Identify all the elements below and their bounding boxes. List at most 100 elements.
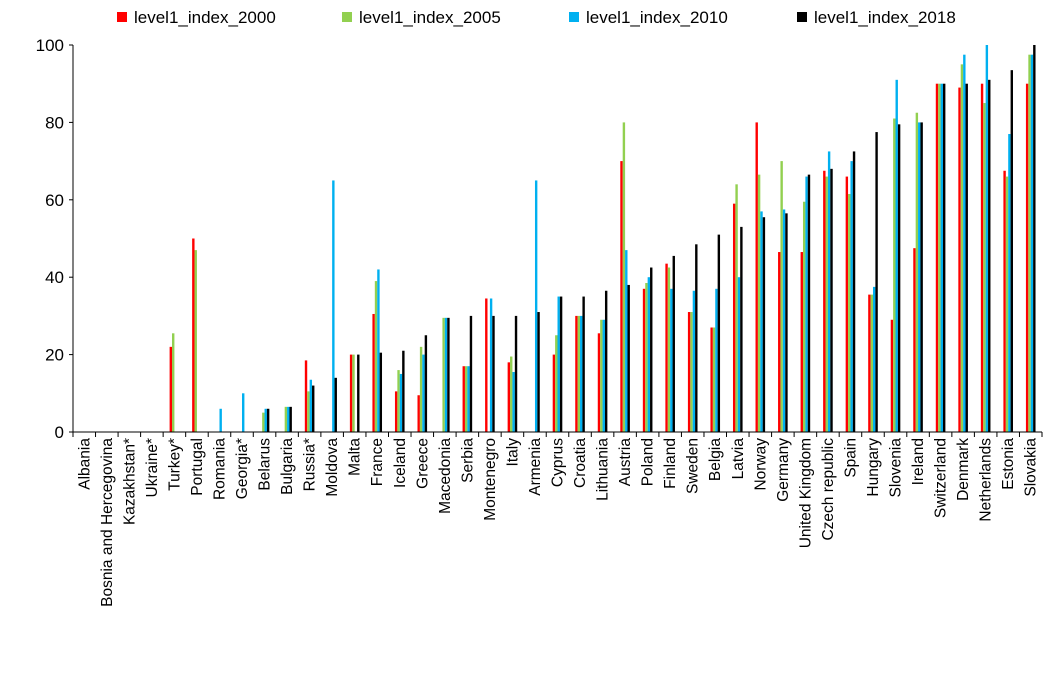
x-category-label: Sweden [685,438,702,494]
x-category-label: Romania [211,438,228,500]
bar-level1_index_2010-10 [309,379,313,432]
bar-level1_index_2000-37 [913,248,916,432]
x-category-label: United Kingdom [797,438,814,548]
bar-level1_index_2000-10 [304,360,308,432]
bar-level1_index_2010-28 [715,288,718,432]
bar-level1_index_2000-38 [935,83,939,432]
x-category-label: Macedonia [437,438,454,514]
bar-level1_index_2000-34 [845,176,849,432]
bar-level1_index_2018-27 [695,244,698,432]
bar-level1_index_2000-13 [372,313,375,432]
bar-level1_index_2010-17 [467,366,470,432]
bar-level1_index_2005-8 [262,412,265,432]
bar-level1_index_2010-18 [489,298,493,432]
x-category-label: Finland [662,438,679,489]
bar-level1_index_2005-13 [374,281,378,432]
bar-level1_index_2018-23 [604,290,608,432]
bar-level1_index_2018-10 [312,385,315,432]
y-tick-label: 80 [45,113,64,132]
bar-level1_index_2010-30 [760,211,763,432]
bar-level1_index_2018-14 [402,350,405,432]
bar-level1_index_2010-40 [985,45,989,432]
bar-level1_index_2005-5 [194,250,197,432]
bar-level1_index_2005-15 [419,346,423,432]
x-category-label: Estonia [1000,438,1017,490]
bar-level1_index_2005-38 [938,83,941,432]
x-category-label: Armenia [527,438,544,496]
bar-level1_index_2005-42 [1028,54,1031,433]
legend: level1_index_2000 level1_index_2005 level1… [117,8,956,27]
x-category-label: Turkey* [166,438,183,491]
bar-level1_index_2000-12 [349,354,353,432]
bar-level1_index_2010-31 [782,209,786,432]
bar-level1_index_2005-21 [555,335,558,432]
bar-level1_index_2005-34 [848,194,851,432]
bar-level1_index_2005-25 [645,283,648,432]
x-category-label: Belarus [257,438,274,491]
bar-level1_index_2005-19 [510,356,513,432]
x-category-label: Portugal [189,438,206,496]
bar-level1_index_2018-25 [650,267,653,432]
bar-level1_index_2005-22 [577,315,581,432]
bar-level1_index_2005-24 [622,122,626,433]
bar-level1_index_2010-32 [805,176,808,432]
bar-level1_index_2005-30 [757,174,761,432]
bar-level1_index_2000-21 [552,354,556,432]
bar-level1_index_2010-24 [625,250,628,432]
bar-level1_index_2018-30 [762,217,766,432]
bar-level1_index_2018-41 [1010,70,1013,433]
bar-level1_index_2010-42 [1030,54,1034,433]
bar-level1_index_2018-18 [492,315,495,432]
x-category-label: Norway [752,438,769,491]
x-category-label: Germany [775,438,792,502]
bar-level1_index_2018-34 [852,151,856,432]
bar-level1_index_2010-25 [647,277,651,432]
bar-level1_index_2005-10 [307,391,310,432]
x-category-label: Kazakhstan* [121,438,138,525]
x-category-label: Poland [640,438,657,486]
x-category-label: Bulgaria [279,438,296,495]
bar-level1_index_2000-5 [192,238,195,432]
bar-level1_index_2010-27 [692,290,696,432]
bar-level1_index_2000-41 [1003,170,1006,432]
bar-level1_index_2010-20 [534,180,538,432]
y-tick-label: 20 [45,346,64,365]
bar-level1_index_2005-32 [802,201,806,432]
x-category-label: Spain [842,438,859,478]
x-category-label: Denmark [955,438,972,501]
y-tick-label: 40 [45,268,64,287]
bar-level1_index_2000-28 [710,327,713,432]
x-category-label: Serbia [459,438,476,483]
bar-level1_index_2018-20 [537,312,540,432]
bar-level1_index_2000-40 [980,83,984,432]
y-tick-label: 100 [36,36,64,55]
x-category-label: Russia* [302,438,319,491]
bar-level1_index_2000-42 [1025,83,1029,432]
bar-level1_index_2000-31 [778,252,781,432]
x-category-label: Montenegro [482,438,499,521]
bar-level1_index_2010-13 [377,269,380,432]
y-tick-label: 60 [45,191,64,210]
bar-level1_index_2010-21 [557,296,560,432]
legend-swatch-2 [569,12,579,22]
legend-label-2: level1_index_2010 [586,8,728,27]
bar-level1_index_2005-39 [960,64,964,432]
bar-level1_index_2010-34 [850,161,853,432]
bar-level1_index_2018-17 [469,315,473,432]
bar-level1_index_2005-29 [735,184,738,432]
bar-level1_index_2005-14 [397,370,400,432]
x-category-label: Slovenia [888,438,905,498]
bar-level1_index_2000-15 [417,395,420,432]
bar-level1_index_2018-28 [717,234,721,432]
bar-level1_index_2018-22 [582,296,585,432]
bar-level1_index_2018-13 [379,352,383,432]
bar-level1_index_2005-41 [1005,176,1009,432]
bar-level1_index_2010-23 [602,319,605,432]
bar-level1_index_2010-41 [1008,134,1011,432]
bar-level1_index_2005-4 [172,333,175,432]
bar-level1_index_2005-12 [352,354,355,432]
bar-level1_index_2018-24 [627,284,630,432]
bar-level1_index_2010-33 [827,151,831,432]
bar-level1_index_2005-27 [690,312,693,432]
bar-level1_index_2010-19 [512,372,515,432]
